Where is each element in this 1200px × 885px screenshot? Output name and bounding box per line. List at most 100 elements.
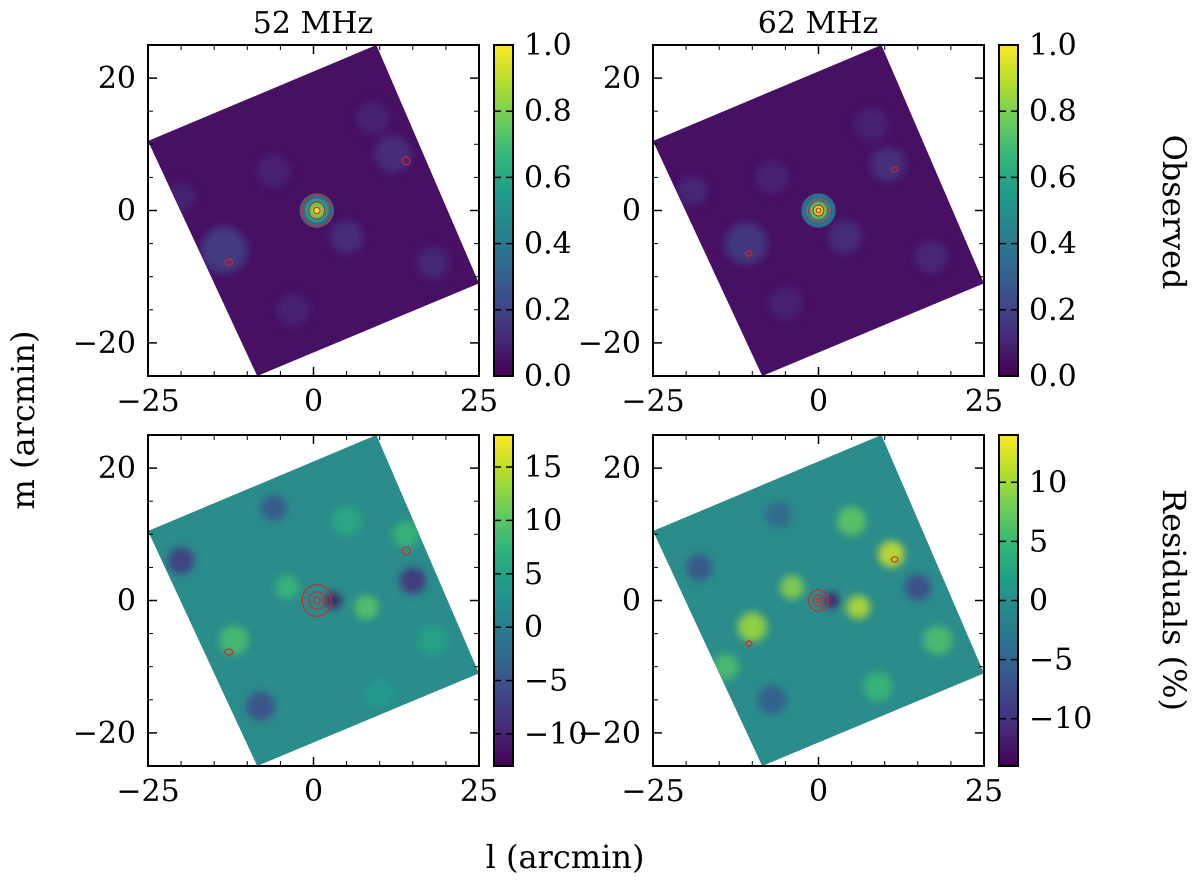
blob-11 <box>365 678 395 708</box>
colorbar-tick-label-2: 0 <box>524 610 543 645</box>
y-tick-label-2: 20 <box>603 61 641 96</box>
x-tick-label-0: −25 <box>116 384 179 419</box>
blob-9 <box>418 625 448 655</box>
blob-7 <box>837 506 867 536</box>
blob-6 <box>277 293 311 327</box>
panel-observed-52mhz: −25 0 25 −20 0 20 0.0 0.2 0.4 0.6 0.8 1.0 <box>73 28 572 419</box>
colorbar-residuals-62mhz: −10 −5 0 5 10 <box>998 434 1092 767</box>
blob-6 <box>686 554 713 581</box>
blob-layer <box>686 501 953 715</box>
panel-observed-62mhz: −25 0 25 −20 0 20 0.0 0.2 0.4 0.6 0.8 1.0 <box>578 28 1077 419</box>
contour-4 <box>745 640 753 647</box>
contour-2 <box>815 597 822 604</box>
y-tick-label-0: −20 <box>578 716 641 751</box>
contour-1 <box>308 201 326 220</box>
colorbar-tick-label-2: 0.4 <box>1029 227 1077 262</box>
panel-residuals-62mhz: −25 0 25 −20 0 20 −10 −5 0 5 10 <box>578 434 1092 809</box>
contour-1 <box>812 204 825 217</box>
blob-3 <box>330 220 364 254</box>
blob-5 <box>399 567 427 594</box>
x-tick-label-1: 0 <box>809 384 828 419</box>
blob-1 <box>354 595 379 620</box>
blob-7 <box>332 506 362 536</box>
colorbar-tick-label-0: −10 <box>524 717 587 752</box>
blob-9 <box>923 625 953 655</box>
x-tick-label-2: 25 <box>965 384 1003 419</box>
x-tick-label-0: −25 <box>621 774 684 809</box>
colorbar-tick-label-1: −5 <box>1029 643 1073 678</box>
contour-2 <box>312 596 321 605</box>
colorbar-tick-label-4: 0.8 <box>1029 94 1077 129</box>
blob-7 <box>356 101 390 135</box>
contour-1 <box>812 594 825 607</box>
panel-residuals-52mhz: −25 0 25 −20 0 20 −10 −5 0 5 10 15 <box>73 434 587 809</box>
y-tick-label-2: 20 <box>603 451 641 486</box>
colorbar-gradient <box>998 44 1019 377</box>
contour-4 <box>224 648 234 656</box>
contour-0 <box>301 584 332 617</box>
x-tick-label-1: 0 <box>304 774 323 809</box>
colorbar-tick-label-4: 10 <box>1029 465 1067 500</box>
x-tick-label-0: −25 <box>116 774 179 809</box>
contour-1 <box>308 591 326 610</box>
contour-3 <box>890 556 899 563</box>
colorbar-tick-label-3: 5 <box>1029 524 1048 559</box>
blob-4 <box>392 521 420 548</box>
colorbar-observed-62mhz: 0.0 0.2 0.4 0.6 0.8 1.0 <box>998 28 1077 394</box>
blob-6 <box>768 286 802 320</box>
y-tick-label-1: 0 <box>117 584 136 619</box>
colorbar-tick-label-2: 0.4 <box>524 227 572 262</box>
colorbar-residuals-52mhz: −10 −5 0 5 10 15 <box>493 434 587 767</box>
colorbar-tick-label-3: 0.6 <box>524 160 572 195</box>
y-tick-label-1: 0 <box>117 194 136 229</box>
x-tick-label-2: 25 <box>460 774 498 809</box>
colorbar-tick-label-1: 0.2 <box>1029 293 1077 328</box>
blob-3 <box>828 220 862 254</box>
y-tick-label-2: 20 <box>98 451 136 486</box>
blob-layer <box>167 494 448 721</box>
blob-5 <box>904 574 932 601</box>
y-axis-label: m (arcmin) <box>4 331 42 510</box>
blob-5 <box>914 240 948 274</box>
y-tick-label-1: 0 <box>622 194 641 229</box>
colorbar-tick-label-5: 15 <box>524 450 562 485</box>
blob-2 <box>166 182 196 212</box>
blob-2 <box>275 575 299 600</box>
colorbar-tick-label-4: 0.8 <box>524 94 572 129</box>
contour-2 <box>312 206 321 215</box>
x-tick-label-2: 25 <box>460 384 498 419</box>
colorbar-tick-label-4: 10 <box>524 503 562 538</box>
blob-layer <box>678 107 948 320</box>
footprint-residuals-62mhz <box>653 435 984 766</box>
blob-4 <box>257 154 291 188</box>
blob-0 <box>823 592 840 609</box>
blob-3 <box>219 625 249 655</box>
blob-4 <box>878 540 905 568</box>
contour-2 <box>815 207 822 214</box>
colorbar-observed-52mhz: 0.0 0.2 0.4 0.6 0.8 1.0 <box>493 28 572 394</box>
colorbar-tick-label-3: 5 <box>524 557 543 592</box>
column-title-52mhz: 52 MHz <box>253 6 373 41</box>
row-label-residuals: Residuals (%) <box>1155 489 1193 711</box>
source-ring-4 <box>314 208 320 213</box>
blob-10 <box>260 494 288 522</box>
colorbar-gradient <box>493 44 514 377</box>
blob-6 <box>167 547 195 575</box>
colorbar-tick-label-2: 0 <box>1029 584 1048 619</box>
blob-10 <box>765 501 793 528</box>
column-title-62mhz: 62 MHz <box>758 6 878 41</box>
colorbar-gradient <box>493 434 514 767</box>
contour-3 <box>890 166 899 173</box>
blob-12 <box>712 653 740 680</box>
y-tick-label-0: −20 <box>73 326 136 361</box>
blob-3 <box>737 612 767 642</box>
x-axis-label: l (arcmin) <box>486 838 645 876</box>
colorbar-tick-label-5: 1.0 <box>524 28 572 63</box>
contour-3 <box>401 546 411 556</box>
source-observed-52mhz <box>299 193 335 228</box>
blob-1 <box>870 146 906 182</box>
blob-11 <box>863 671 893 702</box>
blob-5 <box>416 246 450 281</box>
colorbar-tick-label-3: 0.6 <box>1029 160 1077 195</box>
contour-4 <box>224 258 234 266</box>
